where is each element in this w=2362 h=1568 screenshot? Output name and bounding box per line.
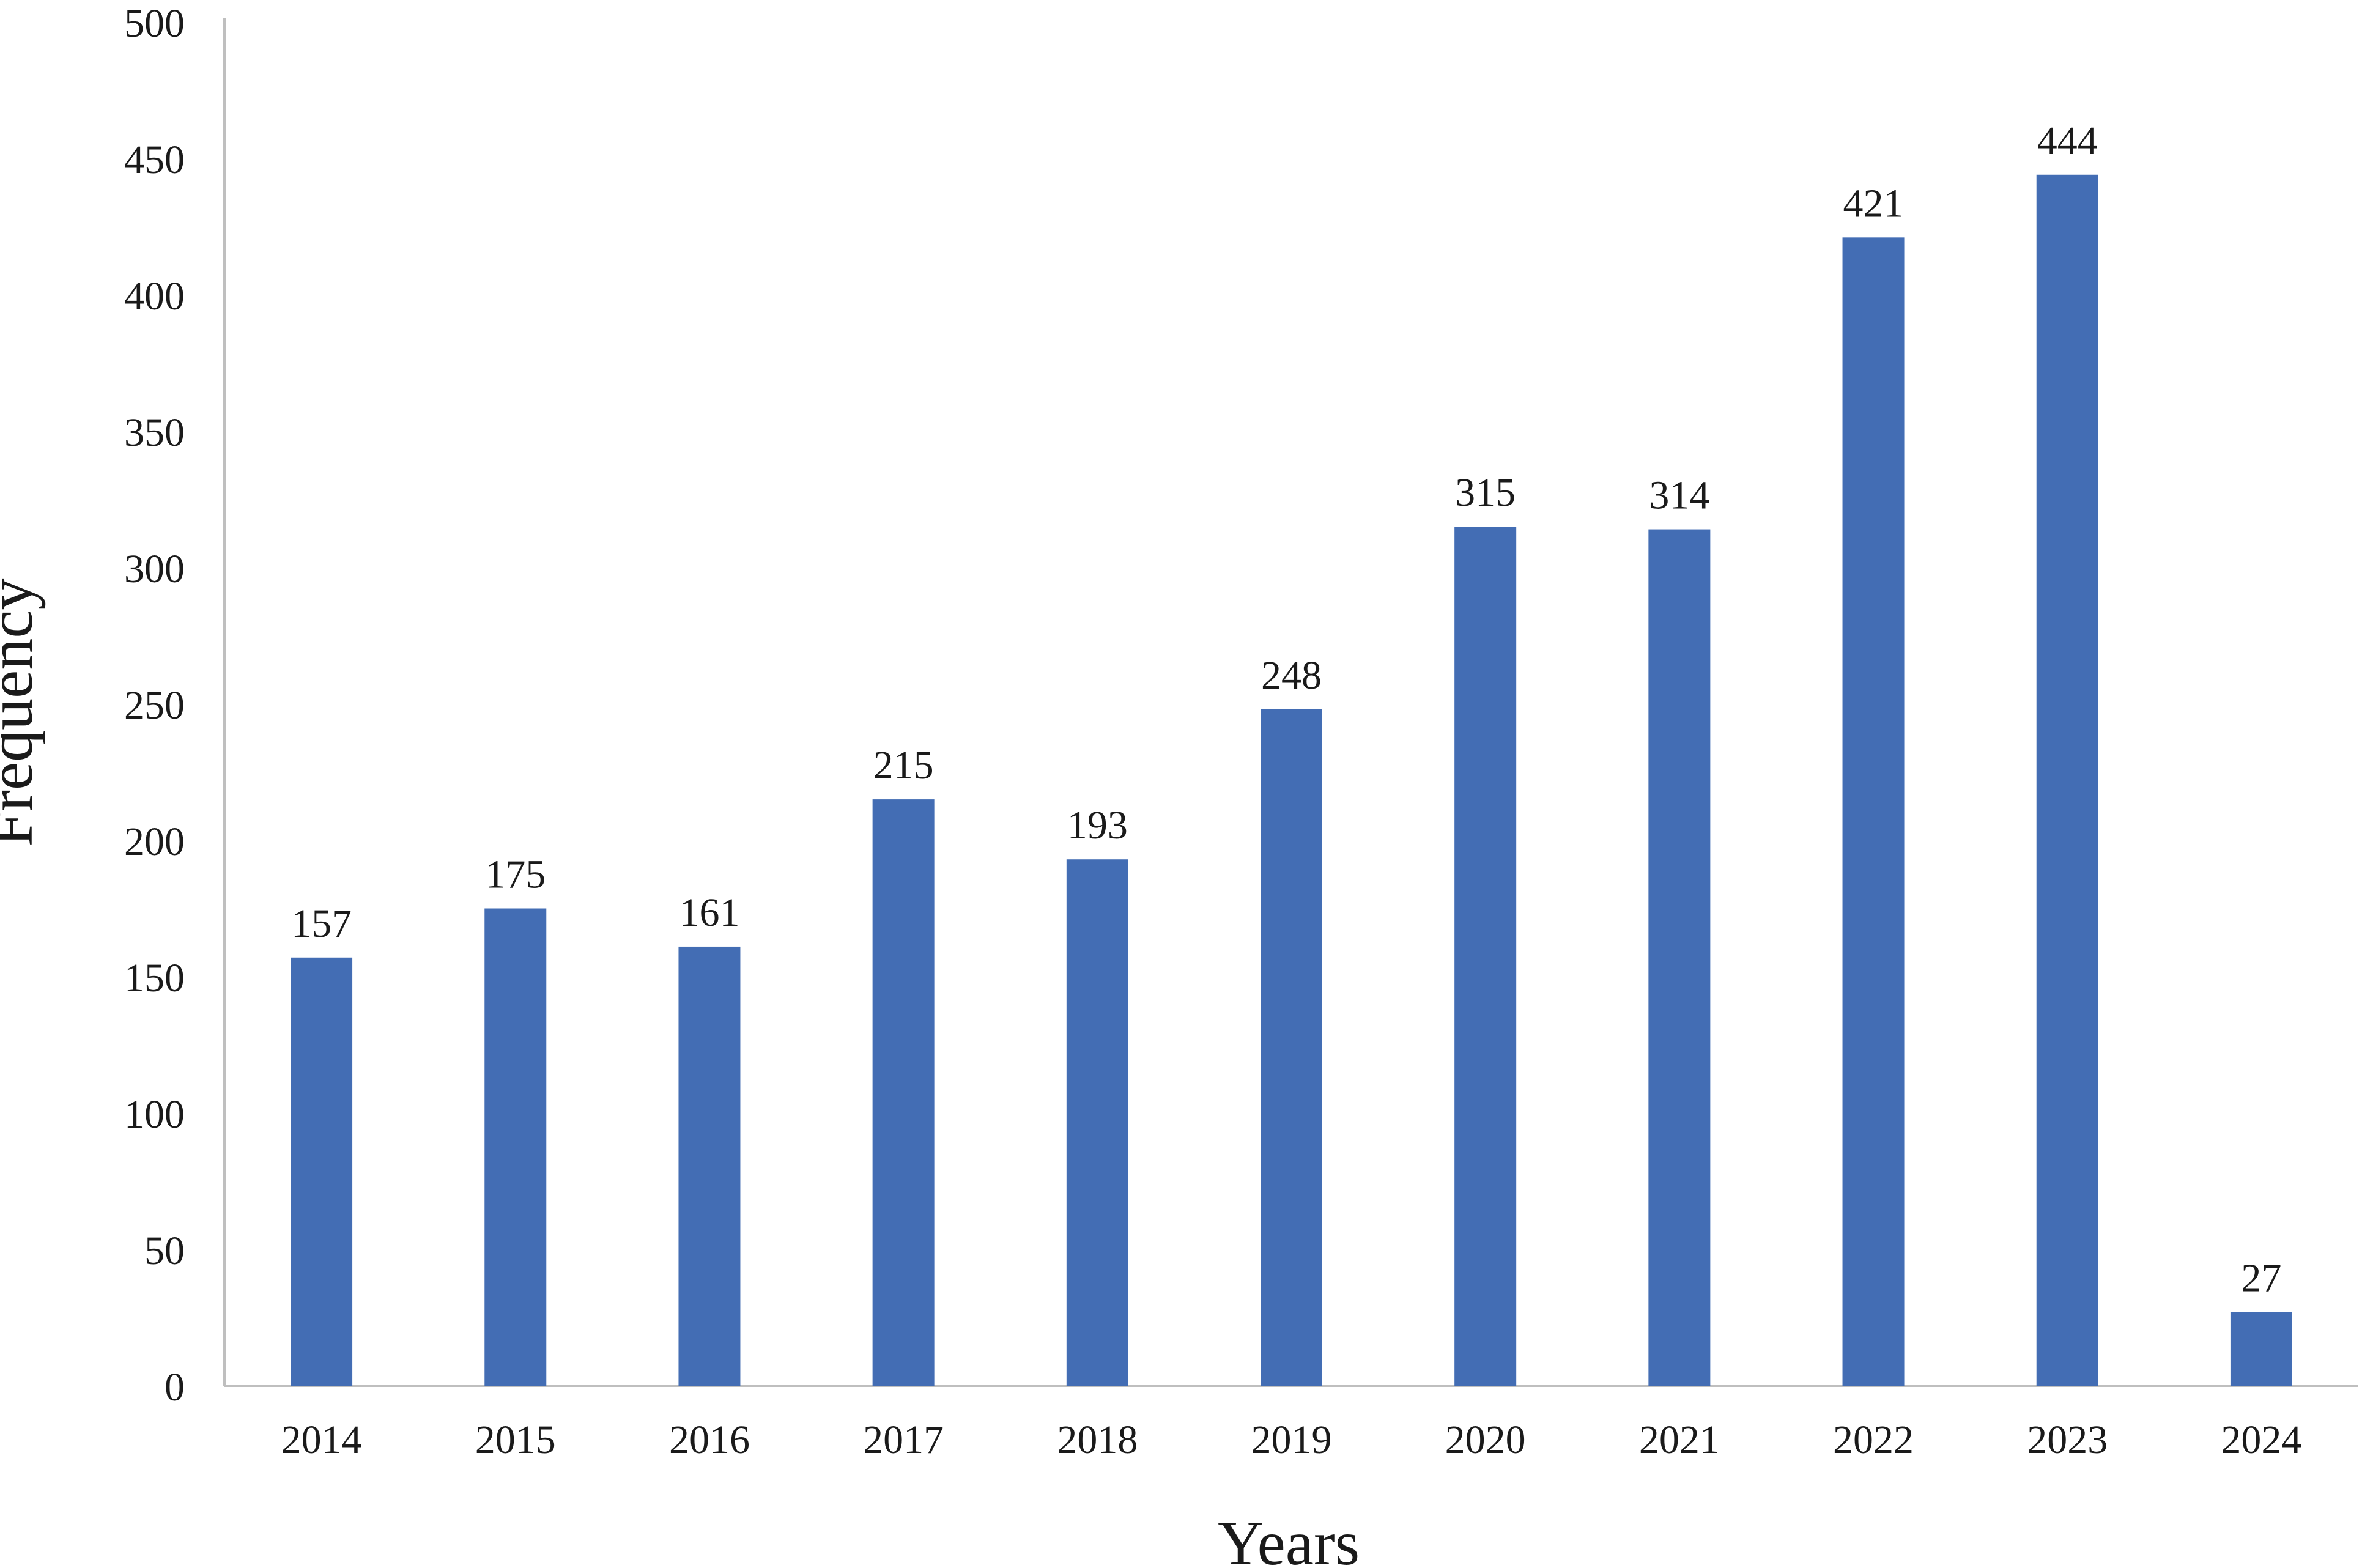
x-tick-label: 2022: [1833, 1418, 1914, 1462]
bar-2018: [1066, 859, 1128, 1386]
data-label-2019: 248: [1261, 653, 1322, 698]
y-tick-label: 450: [124, 138, 185, 182]
y-tick-label: 500: [124, 1, 185, 46]
data-label-2024: 27: [2241, 1256, 2281, 1301]
x-tick-label: 2020: [1445, 1418, 1526, 1462]
y-tick-label: 350: [124, 410, 185, 455]
x-tick-label: 2014: [281, 1418, 362, 1462]
x-tick-label: 2024: [2221, 1418, 2301, 1462]
bar-2022: [1842, 237, 1905, 1386]
bar-2021: [1648, 529, 1711, 1386]
y-tick-label: 150: [124, 956, 185, 1000]
bar-2019: [1261, 709, 1322, 1386]
x-tick-label: 2015: [475, 1418, 556, 1462]
data-label-2021: 314: [1649, 473, 1709, 518]
bar-2015: [484, 908, 547, 1386]
x-axis-title: Years: [1218, 1508, 1360, 1568]
data-label-2023: 444: [2037, 119, 2098, 163]
y-tick-label: 300: [124, 547, 185, 591]
y-tick-label: 100: [124, 1092, 185, 1137]
data-label-2015: 175: [485, 852, 546, 897]
y-tick-label: 50: [144, 1229, 185, 1273]
x-tick-label: 2021: [1639, 1418, 1720, 1462]
data-label-2014: 157: [291, 901, 352, 946]
y-axis-title: Frequency: [0, 579, 46, 847]
x-tick-label: 2016: [669, 1418, 750, 1462]
x-axis: 2014 2015 2016 2017 2018 2019 2020 2021 2022 2023…: [224, 1385, 2358, 1462]
bar-2020: [1454, 527, 1517, 1386]
data-label-2017: 215: [873, 743, 934, 788]
data-label-2022: 421: [1843, 181, 1904, 226]
bar-2023: [2036, 174, 2098, 1386]
bar-2014: [291, 957, 353, 1386]
bar-2016: [678, 946, 741, 1386]
data-label-2016: 161: [679, 890, 739, 935]
data-labels: 157 175 161 215 193 248 315 314 421 444 27: [291, 119, 2281, 1301]
data-label-2018: 193: [1067, 803, 1128, 848]
x-tick-label: 2019: [1251, 1418, 1332, 1462]
y-tick-label: 400: [124, 274, 185, 319]
data-label-2020: 315: [1455, 470, 1516, 515]
bar-2017: [872, 799, 935, 1386]
bar-2024: [2230, 1312, 2292, 1386]
y-tick-label: 250: [124, 683, 185, 728]
bars: [291, 174, 2292, 1386]
y-tick-label: 0: [165, 1365, 185, 1410]
x-tick-label: 2017: [863, 1418, 944, 1462]
y-tick-label: 200: [124, 819, 185, 864]
x-tick-label: 2018: [1057, 1418, 1138, 1462]
x-tick-label: 2023: [2027, 1418, 2108, 1462]
y-axis: 0 50 100 150 200 250 300 350 400 450 500: [124, 1, 226, 1410]
